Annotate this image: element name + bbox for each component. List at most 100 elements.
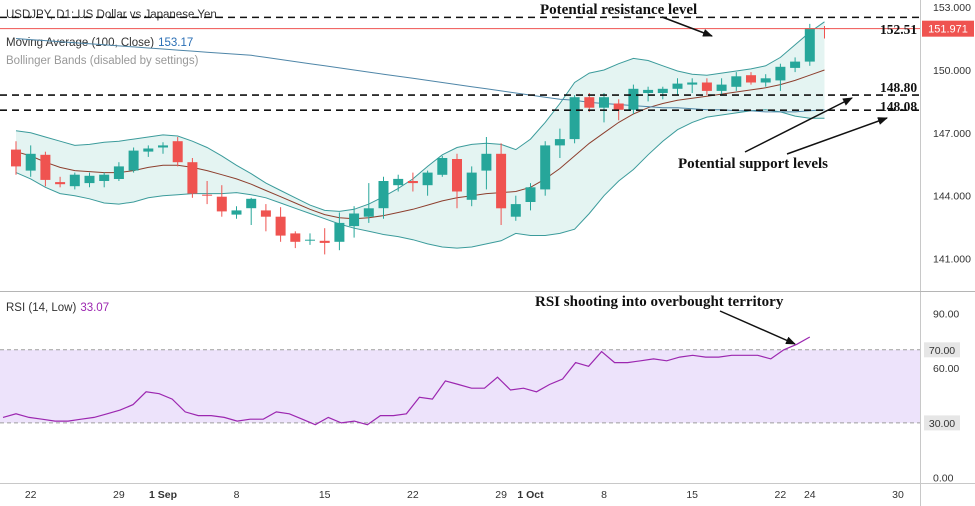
bollinger-legend[interactable]: Bollinger Bands (disabled by settings)	[6, 55, 199, 67]
candle	[25, 145, 36, 177]
candle	[628, 84, 639, 114]
candle-body	[466, 172, 477, 200]
candle	[790, 57, 801, 73]
candle-body	[716, 84, 727, 91]
rsi-axis: 90.00 60.00 0.00	[933, 308, 959, 484]
candle	[334, 212, 345, 251]
rsi-arrow	[719, 310, 796, 345]
candle-body	[11, 149, 21, 167]
support-annotation: Potential support levels	[678, 156, 828, 172]
candle-body	[158, 145, 168, 148]
candle	[393, 174, 404, 192]
candle-body	[260, 210, 271, 217]
symbol-title: USDJPY, D1: US Dollar vs Japanese Yen	[6, 9, 217, 21]
rsi-30-tag	[924, 415, 960, 431]
candle-body	[349, 213, 360, 227]
time-tick-label: 8	[601, 489, 607, 501]
candle	[525, 183, 536, 211]
candle-body	[525, 187, 536, 202]
candle-body	[69, 174, 80, 187]
moving-average-line	[15, 38, 825, 113]
candle-body	[746, 75, 756, 83]
candle	[643, 86, 654, 102]
current-price-tag	[922, 20, 974, 37]
candle	[746, 72, 756, 85]
candle-body	[452, 159, 462, 192]
candle	[540, 141, 551, 196]
candle	[158, 142, 168, 154]
candle	[481, 137, 492, 190]
candle-body	[216, 196, 227, 212]
candle	[496, 143, 507, 225]
rsi-70-tag	[924, 342, 960, 358]
candle-body	[613, 103, 624, 110]
price-tick-label: 141.000	[933, 254, 971, 266]
candle	[510, 195, 521, 221]
price-tick-label: 144.000	[933, 191, 971, 203]
candle	[731, 72, 742, 91]
current-price-label: 151.971	[928, 24, 968, 36]
price-axis: 153.000 150.000 147.000 144.000 141.000	[933, 2, 971, 266]
candle-body	[246, 198, 257, 209]
candle-body	[275, 216, 286, 236]
candle	[99, 172, 110, 188]
candle-body	[55, 182, 66, 185]
price-tick-label: 147.000	[933, 128, 971, 140]
candle-body	[84, 175, 95, 184]
candle	[701, 78, 712, 96]
candle	[687, 78, 698, 93]
candle	[760, 74, 771, 87]
candle-body	[437, 158, 448, 175]
rsi-label: RSI (14, Low)	[6, 302, 77, 314]
candle-body	[319, 240, 330, 243]
candle-body	[290, 233, 301, 242]
bollinger-fill	[16, 21, 825, 249]
candle	[657, 86, 668, 100]
level-lines	[0, 16, 920, 111]
support-arrow-1	[744, 97, 853, 153]
candle	[84, 172, 95, 188]
candle-body	[481, 153, 492, 171]
resistance-arrow	[661, 16, 713, 37]
candle	[452, 153, 462, 209]
candle	[187, 158, 198, 198]
candle	[128, 147, 139, 173]
rsi-legend[interactable]: RSI (14, Low) 33.07	[6, 302, 109, 314]
candle-body	[731, 76, 742, 87]
candle-body	[99, 174, 110, 181]
candle-body	[172, 141, 183, 163]
bollinger-basis	[15, 69, 825, 220]
candles	[11, 23, 830, 255]
candle-body	[496, 153, 507, 209]
candle	[231, 206, 242, 219]
candle-body	[128, 150, 139, 171]
candle-body	[599, 97, 609, 108]
candle-body	[628, 88, 639, 110]
candle-body	[540, 145, 551, 190]
candle-body	[775, 66, 786, 81]
candle-body	[334, 222, 345, 242]
candle	[569, 95, 580, 144]
time-tick-label: 24	[804, 489, 816, 501]
candle	[349, 206, 360, 238]
candle	[599, 93, 609, 123]
candle	[319, 228, 330, 255]
candle	[216, 185, 227, 217]
rsi-value: 33.07	[80, 302, 110, 314]
candle-body	[231, 210, 242, 215]
bollinger-lower	[15, 109, 825, 249]
candle	[672, 78, 683, 96]
rsi-30-label: 30.00	[929, 418, 955, 430]
candle-body	[554, 139, 565, 146]
candle-body	[202, 194, 213, 196]
candle	[437, 155, 448, 177]
time-tick-label: 29	[495, 489, 507, 501]
time-tick-label: 1 Sep	[149, 489, 177, 501]
support-arrow-2	[786, 117, 888, 155]
time-tick-label: 8	[234, 489, 240, 501]
candle-body	[407, 181, 418, 184]
candle	[143, 145, 154, 157]
candle	[407, 172, 418, 192]
support-level-1-label: 148.80	[880, 80, 917, 95]
